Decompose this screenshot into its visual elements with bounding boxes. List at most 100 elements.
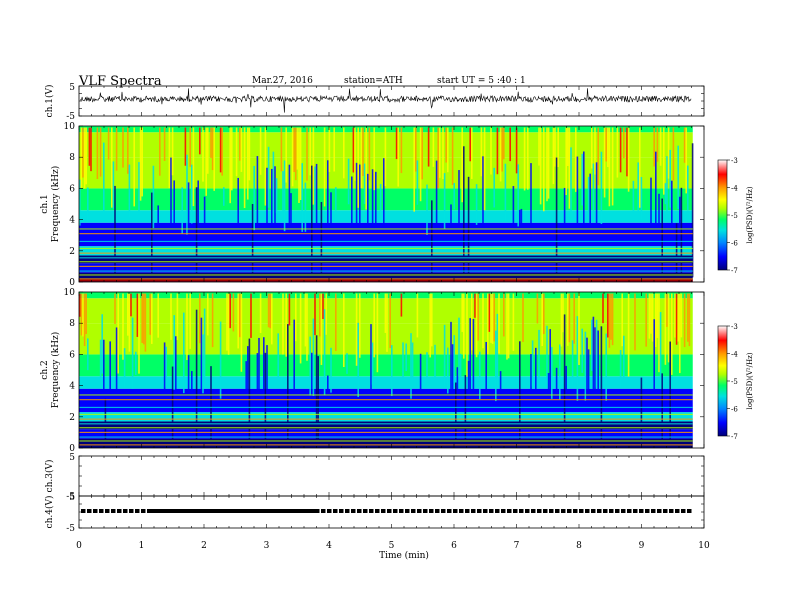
spec2-streak [674,293,676,338]
spec1-streak [315,163,318,243]
spec1-streak [653,127,655,167]
spec1-streak [360,127,363,189]
spec2-streak [581,328,583,373]
ch4-pulse [465,509,470,513]
spec2-streak [650,293,652,334]
spec2-streak [282,293,284,355]
spec2-streak [503,293,505,337]
spec1-colorbar-tick-label: -6 [731,240,738,248]
spec1-streak [439,127,441,178]
spec2-streak [507,293,510,359]
spec2-streak [482,293,484,349]
spec1-streak [243,127,246,209]
spec1-streak [171,127,174,176]
spec1-streak [595,162,598,243]
spec1-streak [173,180,175,243]
spec1-streak [103,142,105,213]
x-tick-label: 9 [639,541,645,551]
spec1-streak [290,193,292,243]
spec1-streak [431,200,433,278]
spec2-streak [391,345,393,396]
spec2-streak [143,293,145,345]
ch4-pulse [159,509,165,513]
spec2-streak [240,293,243,372]
spec2-streak [295,293,297,342]
spec2-ytick-label: 8 [69,319,75,329]
spec2-streak [458,317,460,377]
spec1-streak [482,156,484,243]
spec1-streak [151,192,153,278]
spec1-streak [271,168,273,243]
spec1-streak [527,127,529,190]
spec2-streak [264,352,267,444]
spec2-streak [431,293,433,347]
spec2-streak [634,293,636,351]
spec2-streak [263,337,265,409]
spec2-streak [619,350,622,387]
spec1-streak [99,127,102,177]
time-axis: Time (min) 0 1 2 3 4 5 6 7 8 9 10 [76,541,710,561]
spec1-streak [347,158,350,205]
spec2-streak [163,342,166,409]
ch4-pulse [153,509,159,513]
spec1-streak [435,160,438,243]
spec1-streak [368,127,371,181]
spec2-streak [600,326,603,444]
spec2-streak [315,335,318,444]
spec2-band [79,438,693,448]
spec2-streak [202,334,204,394]
x-axis-label: Time (min) [379,550,429,561]
spec2-streak [109,341,111,409]
spec1-band [79,188,693,211]
spec1-streak [335,187,337,211]
ch4-pulse [663,509,668,513]
spec2-streak [371,342,374,385]
spec1-streak [274,166,276,243]
spec2-streak [587,349,590,409]
ch4-pulse [87,509,92,513]
spec1-streak [608,127,611,207]
spec1-streak [568,127,571,209]
spec1-streak [96,127,99,179]
spec1-streak [496,127,499,175]
spec1-colorbar [717,159,728,271]
ch4-pulse [195,509,201,513]
ch4-pulse [189,509,195,513]
ch2-spec-ylabel: ch.2 [40,360,50,379]
spec2-streak [543,293,545,335]
spec1-streak [291,127,294,187]
x-tick-label: 2 [201,541,207,551]
spec2-streak [136,293,139,337]
ch2-spectrogram-panel: ch.2 Frequency (kHz) log(PSD)(V²/Hz) 0 2 4… [40,288,754,454]
spec2-streak [610,293,612,340]
spec1-streak [184,127,187,166]
spec1-streak [632,180,635,213]
spec2-streak [597,330,599,409]
spec2-streak [453,335,455,383]
spec2-streak [655,293,657,347]
spec1-streak [357,127,359,208]
ch4-pulse [513,509,518,513]
spec2-streak [101,314,103,374]
spec1-streak [168,127,171,189]
spec2-streak [411,342,414,381]
spec1-streak [557,127,559,168]
spec2-streak [640,377,643,444]
spec2-streak [463,293,465,359]
spec1-colorbar-tick-label: -4 [731,185,738,193]
spec2-streak [559,344,561,400]
spec2-streak [623,335,625,379]
spec1-streak [639,127,641,208]
spec1-streak [509,127,511,162]
spec2-streak [319,293,321,337]
ch4-pulse [231,509,237,513]
spec1-hum-line [79,278,693,280]
spec1-streak [295,127,297,181]
spec1-hum-line [79,265,693,267]
spec1-streak [616,127,619,178]
spec2-streak [130,293,132,317]
spec1-streak [328,127,331,172]
spec2-streak [466,293,468,377]
spec2-streak [496,313,499,387]
spec1-streak [623,127,625,159]
